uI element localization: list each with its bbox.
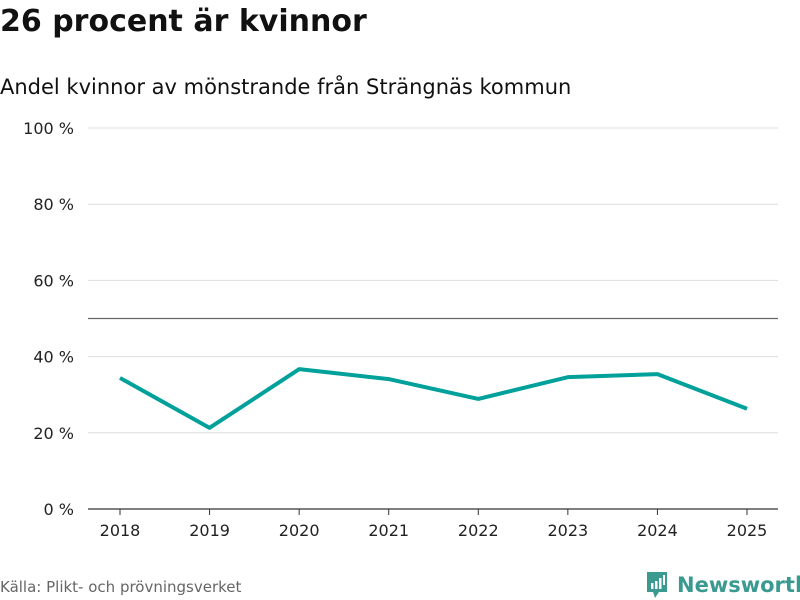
x-tick-label: 2021	[368, 521, 409, 540]
brand-name: Newsworthy	[677, 573, 800, 597]
y-tick-label: 20 %	[33, 424, 74, 443]
bar-chart-bubble-icon	[647, 572, 667, 598]
y-tick-label: 40 %	[33, 348, 74, 367]
x-tick-label: 2024	[637, 521, 678, 540]
x-tick-label: 2020	[279, 521, 320, 540]
y-tick-label: 100 %	[23, 119, 74, 138]
chart-subtitle: Andel kvinnor av mönstrande från Strängn…	[0, 75, 572, 99]
y-tick-label: 80 %	[33, 195, 74, 214]
chart-title: 26 procent är kvinnor	[0, 4, 367, 39]
y-tick-label: 0 %	[44, 500, 74, 519]
x-tick-label: 2018	[100, 521, 141, 540]
x-tick-label: 2019	[189, 521, 230, 540]
x-tick-label: 2025	[727, 521, 768, 540]
x-tick-label: 2022	[458, 521, 499, 540]
series-line	[119, 367, 748, 430]
source-note: Källa: Plikt- och prövningsverket	[0, 578, 242, 596]
y-tick-label: 60 %	[33, 271, 74, 290]
line-chart: 0 % 20 % 40 % 60 % 80 % 100 % 2018 2019 2020 2021…	[23, 119, 778, 540]
newsworthy-logo: Newsworthy	[645, 570, 800, 600]
x-tick-label: 2023	[547, 521, 588, 540]
